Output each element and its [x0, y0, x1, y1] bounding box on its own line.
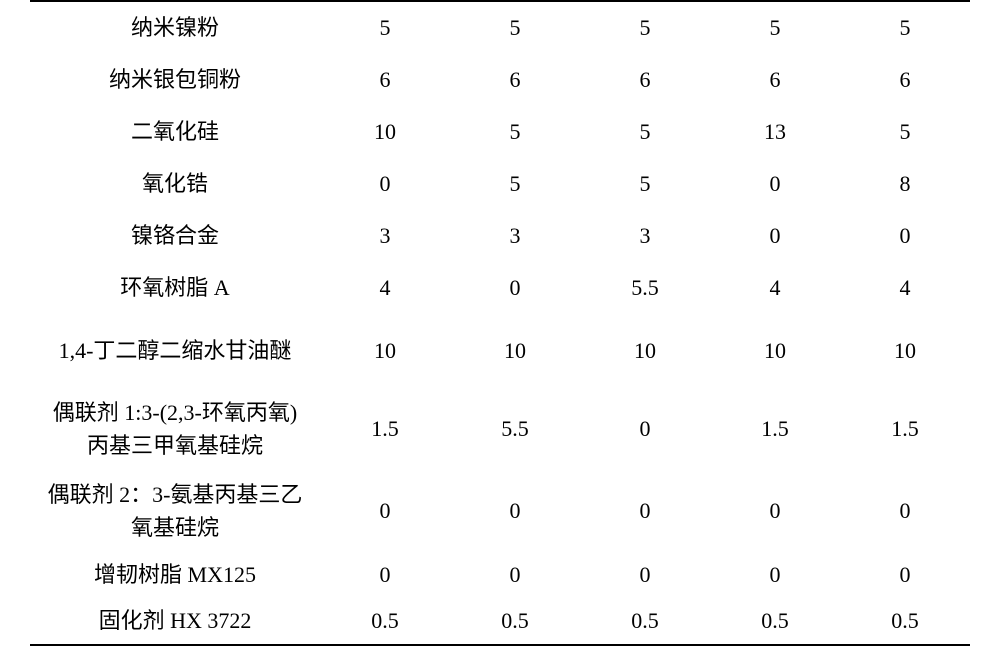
table-row: 增韧树脂 MX12500000 [30, 552, 970, 598]
table-container: 纳米镍粉55555纳米银包铜粉66666二氧化硅1055135氧化锆05508镍… [0, 0, 1000, 646]
table-row: 纳米镍粉55555 [30, 1, 970, 54]
table-row: 偶联剂 2：3-氨基丙基三乙氧基硅烷00000 [30, 470, 970, 552]
cell-value: 1.5 [320, 388, 450, 470]
cell-value: 5 [450, 1, 580, 54]
cell-value: 8 [840, 158, 970, 210]
cell-value: 1.5 [840, 388, 970, 470]
cell-value: 10 [320, 314, 450, 388]
table-row: 固化剂 HX 37220.50.50.50.50.5 [30, 598, 970, 645]
cell-value: 4 [840, 262, 970, 314]
cell-value: 0 [320, 552, 450, 598]
row-label: 1,4-丁二醇二缩水甘油醚 [30, 314, 320, 388]
cell-value: 10 [320, 106, 450, 158]
row-label: 纳米镍粉 [30, 1, 320, 54]
cell-value: 5 [450, 158, 580, 210]
cell-value: 5 [450, 106, 580, 158]
cell-value: 0.5 [320, 598, 450, 645]
cell-value: 0 [450, 552, 580, 598]
cell-value: 5.5 [580, 262, 710, 314]
row-label: 镍铬合金 [30, 210, 320, 262]
row-label: 增韧树脂 MX125 [30, 552, 320, 598]
cell-value: 0 [710, 210, 840, 262]
cell-value: 0.5 [580, 598, 710, 645]
cell-value: 6 [320, 54, 450, 106]
cell-value: 0 [320, 470, 450, 552]
cell-value: 0 [320, 158, 450, 210]
table-row: 纳米银包铜粉66666 [30, 54, 970, 106]
cell-value: 5 [580, 106, 710, 158]
table-row: 偶联剂 1:3-(2,3-环氧丙氧)丙基三甲氧基硅烷1.55.501.51.5 [30, 388, 970, 470]
cell-value: 1.5 [710, 388, 840, 470]
cell-value: 0 [710, 158, 840, 210]
cell-value: 5 [710, 1, 840, 54]
cell-value: 6 [450, 54, 580, 106]
cell-value: 0 [450, 262, 580, 314]
cell-value: 5.5 [450, 388, 580, 470]
cell-value: 0 [580, 388, 710, 470]
row-label: 环氧树脂 A [30, 262, 320, 314]
cell-value: 5 [580, 158, 710, 210]
cell-value: 0 [580, 552, 710, 598]
cell-value: 10 [840, 314, 970, 388]
cell-value: 0 [840, 470, 970, 552]
cell-value: 3 [450, 210, 580, 262]
cell-value: 13 [710, 106, 840, 158]
cell-value: 0.5 [710, 598, 840, 645]
cell-value: 4 [710, 262, 840, 314]
table-row: 氧化锆05508 [30, 158, 970, 210]
table-row: 二氧化硅1055135 [30, 106, 970, 158]
row-label: 氧化锆 [30, 158, 320, 210]
cell-value: 5 [580, 1, 710, 54]
cell-value: 5 [840, 1, 970, 54]
data-table: 纳米镍粉55555纳米银包铜粉66666二氧化硅1055135氧化锆05508镍… [30, 0, 970, 646]
row-label: 二氧化硅 [30, 106, 320, 158]
cell-value: 6 [840, 54, 970, 106]
cell-value: 0 [840, 552, 970, 598]
cell-value: 0.5 [840, 598, 970, 645]
cell-value: 10 [450, 314, 580, 388]
cell-value: 5 [840, 106, 970, 158]
cell-value: 3 [580, 210, 710, 262]
row-label: 固化剂 HX 3722 [30, 598, 320, 645]
cell-value: 0.5 [450, 598, 580, 645]
row-label: 偶联剂 2：3-氨基丙基三乙氧基硅烷 [30, 470, 320, 552]
cell-value: 5 [320, 1, 450, 54]
cell-value: 0 [580, 470, 710, 552]
row-label: 纳米银包铜粉 [30, 54, 320, 106]
cell-value: 0 [710, 552, 840, 598]
table-row: 1,4-丁二醇二缩水甘油醚1010101010 [30, 314, 970, 388]
cell-value: 6 [580, 54, 710, 106]
cell-value: 10 [710, 314, 840, 388]
table-row: 环氧树脂 A405.544 [30, 262, 970, 314]
cell-value: 6 [710, 54, 840, 106]
cell-value: 0 [450, 470, 580, 552]
cell-value: 10 [580, 314, 710, 388]
table-row: 镍铬合金33300 [30, 210, 970, 262]
cell-value: 0 [710, 470, 840, 552]
cell-value: 4 [320, 262, 450, 314]
cell-value: 3 [320, 210, 450, 262]
row-label: 偶联剂 1:3-(2,3-环氧丙氧)丙基三甲氧基硅烷 [30, 388, 320, 470]
cell-value: 0 [840, 210, 970, 262]
